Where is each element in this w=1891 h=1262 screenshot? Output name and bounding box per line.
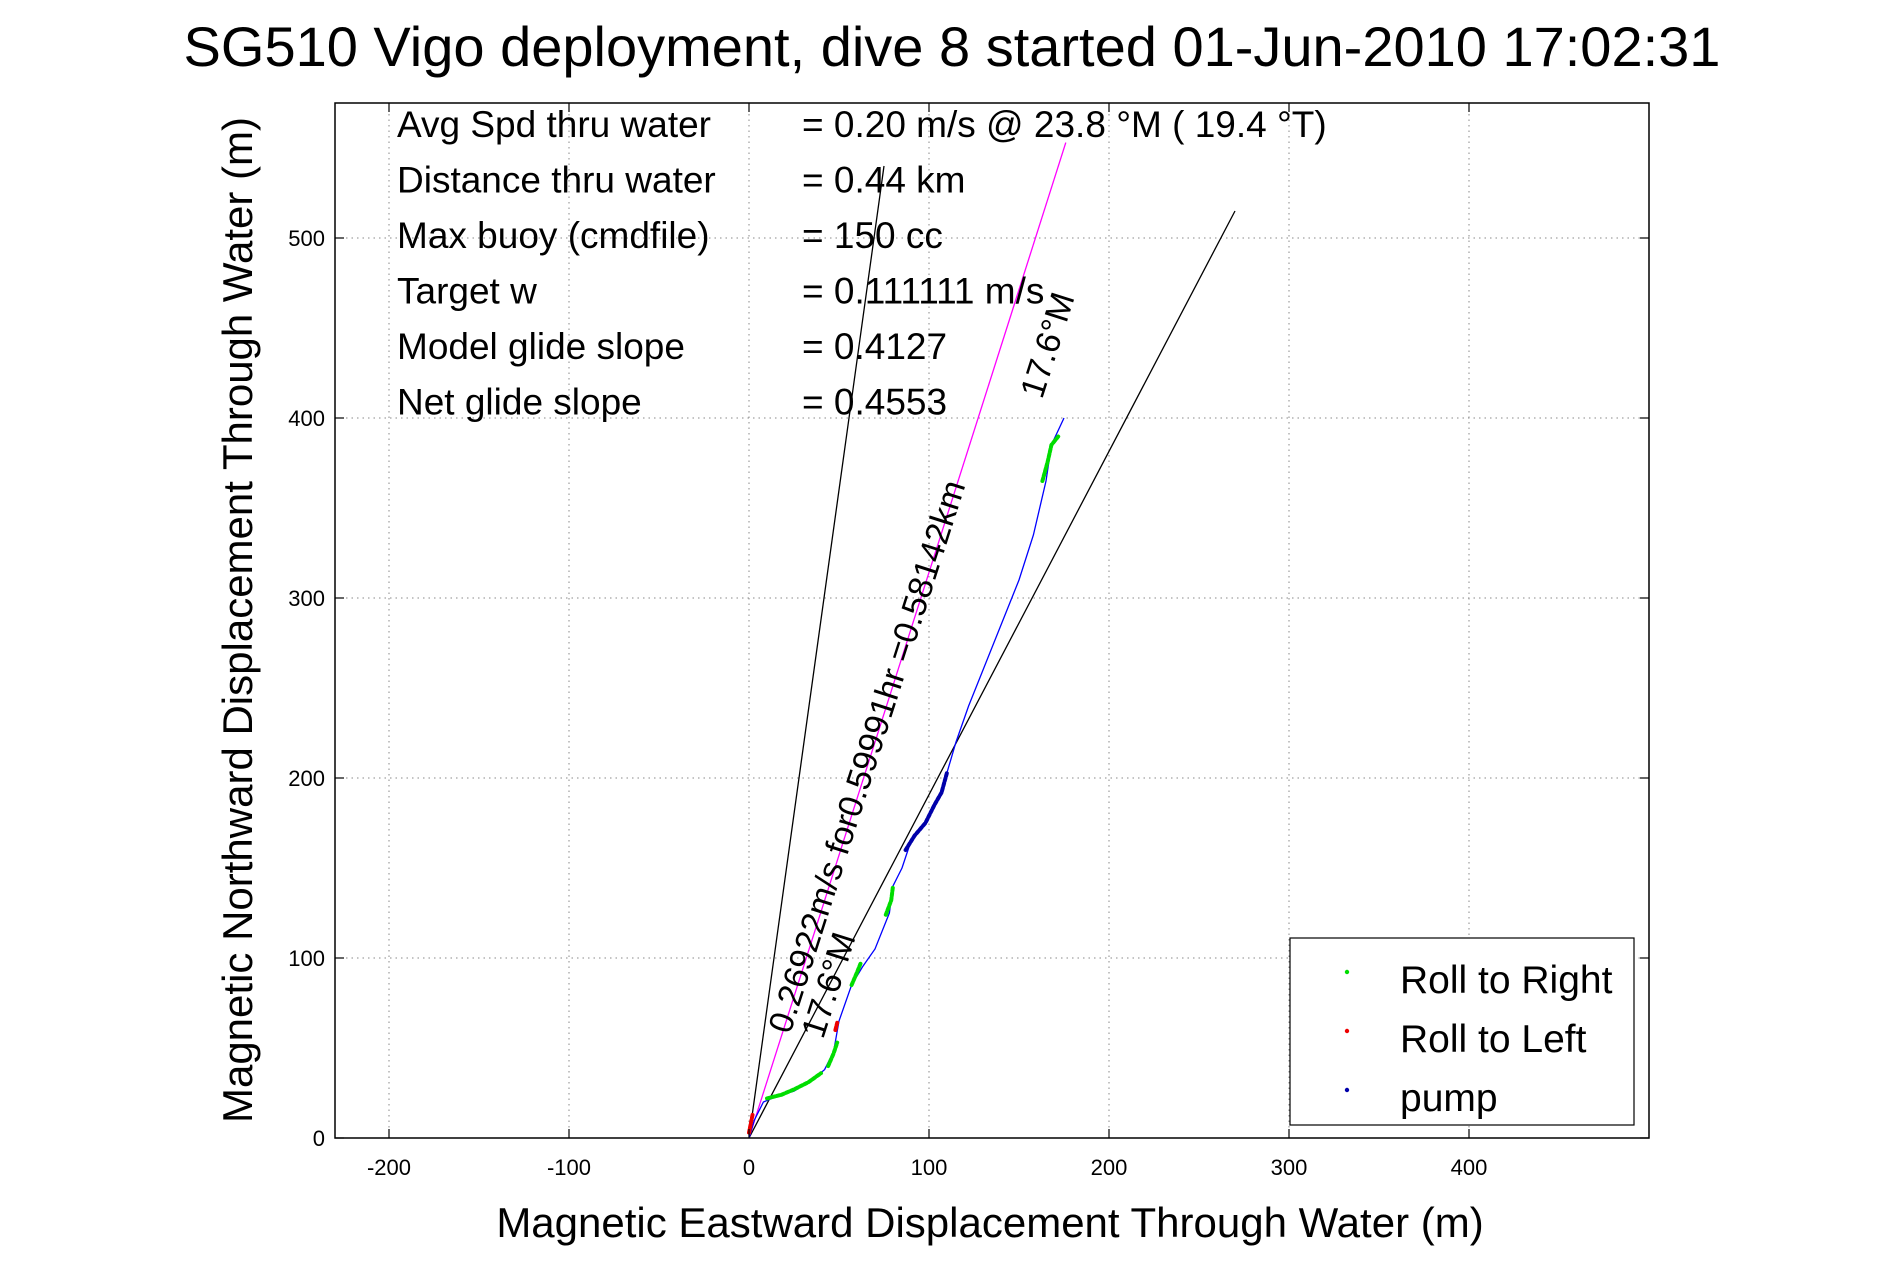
x-axis-label: Magnetic Eastward Displacement Through W… — [496, 1199, 1483, 1246]
info-label: Distance thru water — [397, 160, 716, 201]
y-tick-label: 500 — [288, 226, 325, 251]
info-value: = 0.111111 m/s — [802, 271, 1044, 312]
series-roll-to-right-segment — [1040, 434, 1061, 483]
x-tick-label: 100 — [911, 1155, 948, 1180]
info-label: Target w — [397, 271, 537, 312]
x-tick-label: -200 — [367, 1155, 411, 1180]
info-label: Max buoy (cmdfile) — [397, 215, 710, 256]
legend-marker-roll-right — [1344, 969, 1350, 975]
info-label: Model glide slope — [397, 326, 685, 367]
x-tick-label: 400 — [1451, 1155, 1488, 1180]
info-label: Net glide slope — [397, 382, 642, 423]
info-value: = 0.44 km — [802, 160, 966, 201]
series-pump-segment — [903, 770, 949, 852]
y-tick-label: 300 — [288, 586, 325, 611]
legend-marker-pump — [1344, 1087, 1350, 1093]
info-value: = 0.20 m/s @ 23.8 °M ( 19.4 °T) — [802, 104, 1327, 145]
legend: Roll to Right Roll to Left pump — [1289, 937, 1635, 1126]
reference-line-thin-left — [748, 165, 885, 1138]
legend-label-roll-right: Roll to Right — [1400, 959, 1613, 1002]
y-axis-label: Magnetic Northward Displacement Through … — [214, 117, 261, 1123]
info-label: Avg Spd thru water — [397, 104, 711, 145]
y-tick-label: 0 — [313, 1126, 325, 1151]
legend-label-pump: pump — [1400, 1077, 1498, 1120]
reference-line-current-vector — [748, 142, 1067, 1138]
series-roll-to-right-segment — [883, 884, 895, 917]
chart-title: SG510 Vigo deployment, dive 8 started 01… — [184, 15, 1721, 78]
x-tick-label: 200 — [1091, 1155, 1128, 1180]
y-tick-label: 100 — [288, 946, 325, 971]
y-axis-ticks: 0 100 200 300 400 500 — [288, 226, 1649, 1151]
series-roll-to-right-segment — [765, 1071, 823, 1101]
x-tick-label: 300 — [1271, 1155, 1308, 1180]
x-tick-label: 0 — [743, 1155, 755, 1180]
legend-label-roll-left: Roll to Left — [1400, 1018, 1587, 1061]
x-axis-ticks: -200 -100 0 100 200 300 400 — [367, 103, 1487, 1180]
info-value: = 150 cc — [802, 215, 943, 256]
info-block: Avg Spd thru water = 0.20 m/s @ 23.8 °M (… — [397, 104, 1327, 423]
series-roll-to-right-segment — [826, 1040, 840, 1068]
x-tick-label: -100 — [547, 1155, 591, 1180]
y-tick-label: 400 — [288, 406, 325, 431]
series-roll-to-left-segment — [833, 1020, 840, 1032]
reference-line-thin-right — [748, 210, 1236, 1138]
y-tick-label: 200 — [288, 766, 325, 791]
series-roll-to-right-segment — [849, 961, 863, 987]
info-value: = 0.4127 — [802, 326, 947, 367]
axes-box — [334, 102, 1650, 1139]
data-layer — [747, 142, 1236, 1138]
legend-marker-roll-left — [1344, 1028, 1350, 1034]
info-value: = 0.4553 — [802, 382, 947, 423]
